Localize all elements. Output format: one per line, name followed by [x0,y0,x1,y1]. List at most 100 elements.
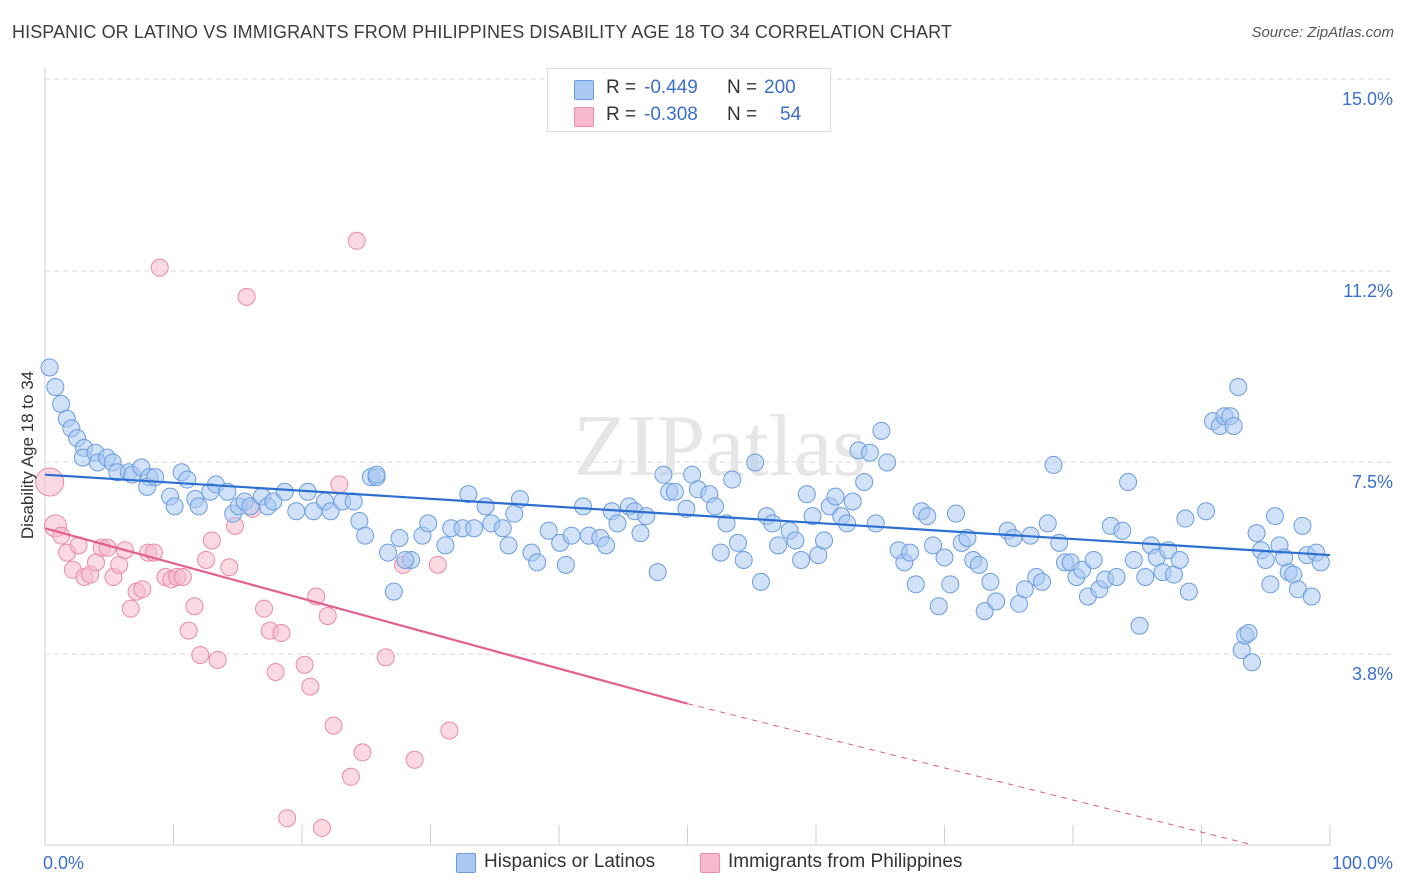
data-point [1302,587,1321,606]
bottom-legend-label: Hispanics or Latinos [484,851,656,872]
data-point [312,818,331,837]
data-point [1124,550,1143,569]
data-point [597,536,616,555]
legend: R = -0.449 N = 200 R = -0.308 N = 54 [547,68,831,132]
source-label: Source: ZipAtlas.com [1251,24,1394,41]
data-point [459,485,478,504]
data-point [1288,580,1307,599]
bottom-legend-swatch-blue [456,853,476,873]
data-point [218,482,237,501]
data-point [1242,653,1261,672]
data-point [189,497,208,516]
x-tick-label: 100.0% [1332,853,1393,873]
data-point [40,358,59,377]
data-point [539,521,558,540]
data-point [981,572,1000,591]
data-point [969,555,988,574]
data-point [191,645,210,664]
data-point [318,606,337,625]
data-point [347,231,366,250]
data-point [264,492,283,511]
legend-n-label: N = [727,104,758,125]
data-point [1179,582,1198,601]
data-point [341,767,360,786]
data-point [769,536,788,555]
data-point [1293,516,1312,535]
data-point [324,716,343,735]
data-point [379,543,398,562]
data-point [1170,550,1189,569]
data-point [1038,514,1057,533]
trend-line-philippines [44,527,688,705]
tick-labels: 3.8% 7.5% 11.2% 15.0% 0.0% 100.0% [43,89,1393,873]
data-point [1130,616,1149,635]
data-point [179,621,198,640]
data-point [556,555,575,574]
data-point [376,648,395,667]
data-point [46,377,65,396]
data-point [1119,472,1138,491]
data-point [843,492,862,511]
data-point [35,467,65,497]
legend-swatch-blue [574,80,594,100]
data-point [631,524,650,543]
data-point [121,599,140,618]
data-point [295,655,314,674]
data-point [677,499,696,518]
data-point [717,514,736,533]
data-point [711,543,730,562]
data-point [1229,377,1248,396]
data-point [367,465,386,484]
data-point [476,497,495,516]
data-point [935,548,954,567]
data-point [706,497,725,516]
data-point [1265,507,1284,526]
data-point [202,531,221,550]
data-point [1256,550,1275,569]
data-point [344,492,363,511]
data-point [1033,572,1052,591]
data-point [237,287,256,306]
bottom-legend-swatch-pink [700,853,720,873]
data-point [872,421,891,440]
data-point [728,533,747,552]
data-point [608,514,627,533]
data-point [1136,568,1155,587]
watermark: ZIPatlas [573,398,866,495]
data-point [255,599,274,618]
data-point [562,526,581,545]
data-point [275,482,294,501]
data-point [860,443,879,462]
trend-line-philippines-extension [687,703,1254,846]
trend-line-hispanics [44,473,1331,557]
data-point [440,721,459,740]
data-point [428,555,447,574]
data-point [384,582,403,601]
data-point [1107,568,1126,587]
legend-n-value: 200 [764,77,796,98]
y-axis-title: Disability Age 18 to 34 [18,370,37,540]
data-point [1084,550,1103,569]
data-point [1197,502,1216,521]
data-point [1113,521,1132,540]
data-point [419,514,438,533]
data-point [278,809,297,828]
data-point [287,502,306,521]
data-point [1261,575,1280,594]
data-point [208,650,227,669]
data-point [574,497,593,516]
data-point [301,677,320,696]
data-point [165,497,184,516]
data-point [185,597,204,616]
data-point [946,504,965,523]
data-point [763,514,782,533]
data-point [499,536,518,555]
data-point [924,536,943,555]
data-point [356,526,375,545]
legend-swatch-pink [574,107,594,127]
data-point [723,470,742,489]
data-point [396,550,415,569]
data-point [654,465,673,484]
data-point [866,514,885,533]
